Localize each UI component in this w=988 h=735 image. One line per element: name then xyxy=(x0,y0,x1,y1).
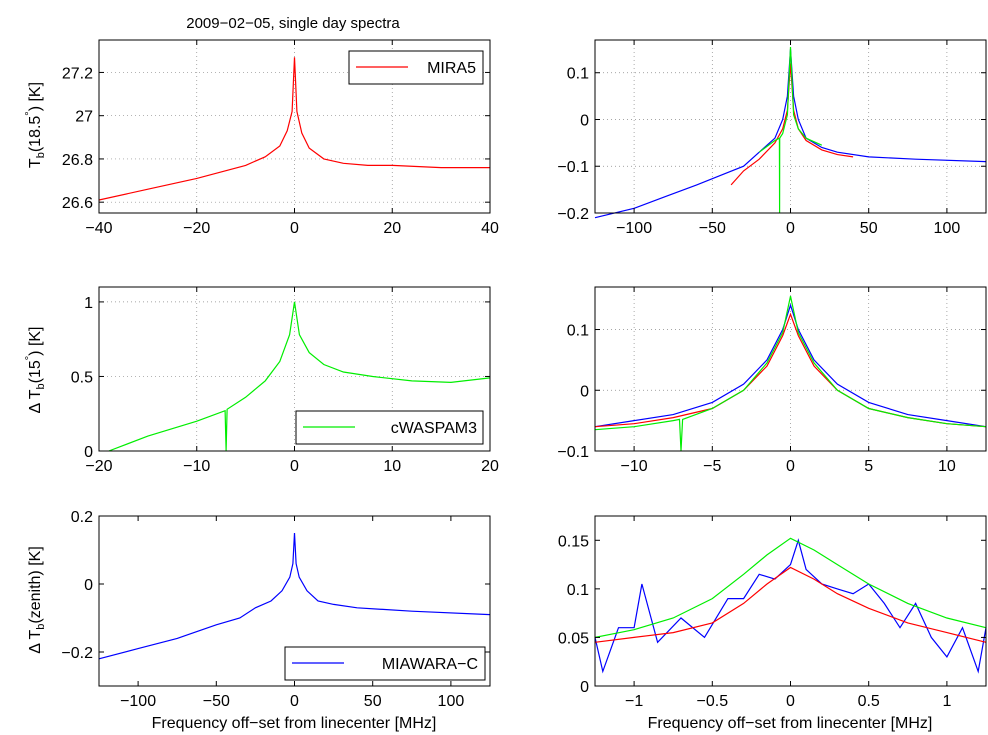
y-tick-label: 26.6 xyxy=(62,195,93,212)
y-tick-label: 0 xyxy=(580,112,589,129)
ylabel-panel3: Δ Tb(15°) [K] xyxy=(24,326,47,413)
x-tick-label: −0.5 xyxy=(697,693,729,710)
series-line-mira5 xyxy=(730,63,854,186)
legend-mira5: MIRA5 xyxy=(348,50,484,85)
y-tick-label: 27.2 xyxy=(62,65,93,82)
x-tick-label: −5 xyxy=(703,458,721,475)
xlabel-right: Frequency off−set from linecenter [MHz] xyxy=(648,715,933,732)
x-tick-label: −20 xyxy=(183,220,210,237)
y-tick-label: 0 xyxy=(580,679,589,696)
x-tick-label: 0.5 xyxy=(858,693,880,710)
x-tick-label: −100 xyxy=(120,693,156,710)
panel-overlay-wide: −100 −50 0 50 100 −0.2 −0.1 0 0.1 xyxy=(557,39,987,237)
panel-overlay-zoom: −1 −0.5 0 0.5 1 0 0.05 0.1 0.15 xyxy=(558,515,987,710)
x-tick-label: −100 xyxy=(616,220,652,237)
legend-label-cwaspam3: cWASPAM3 xyxy=(391,420,477,437)
x-tick-label: 50 xyxy=(860,220,878,237)
x-tick-label: 0 xyxy=(290,458,299,475)
y-tick-label: 0 xyxy=(84,444,93,461)
x-tick-label: 50 xyxy=(364,693,382,710)
ylabel-panel5: Δ Tb(zenith) [K] xyxy=(27,546,47,654)
legend-miawara: MIAWARA−C xyxy=(284,646,486,681)
x-tick-label: 0 xyxy=(290,693,299,710)
y-tick-label: 0.1 xyxy=(567,582,589,599)
panel-overlay-mid: −10 −5 0 5 10 −0.1 0 0.1 xyxy=(557,286,987,475)
ylabel-panel1: Tb(18.5°) [K] xyxy=(24,82,47,168)
series-line-miawara-c xyxy=(594,303,987,428)
y-tick-label: −0.1 xyxy=(557,159,589,176)
y-tick-label: −0.2 xyxy=(61,645,93,662)
y-tick-label: 26.8 xyxy=(62,152,93,169)
series-line-mira5 xyxy=(98,57,490,201)
x-tick-label: 20 xyxy=(383,220,401,237)
legend-label-mira5: MIRA5 xyxy=(427,60,476,77)
y-tick-label: 0.1 xyxy=(567,323,589,340)
x-tick-label: 100 xyxy=(438,693,465,710)
series-line-miawara-c xyxy=(98,532,491,660)
x-tick-label: 0 xyxy=(786,220,795,237)
y-tick-label: −0.2 xyxy=(557,206,589,223)
x-tick-label: 0 xyxy=(786,458,795,475)
series-line-miawara-c xyxy=(594,49,987,219)
y-tick-label: −0.1 xyxy=(557,444,589,461)
x-tick-label: −1 xyxy=(625,693,643,710)
series-line-cwaspam3 xyxy=(594,295,987,452)
x-tick-label: −50 xyxy=(699,220,726,237)
x-tick-label: −10 xyxy=(621,458,648,475)
y-tick-label: 0.15 xyxy=(558,533,589,550)
series-line-cwaspam3 xyxy=(758,46,823,214)
xlabel-left: Frequency off−set from linecenter [MHz] xyxy=(152,715,437,732)
series-line-miawara-c xyxy=(594,538,987,674)
legend-cwaspam3: cWASPAM3 xyxy=(295,410,484,445)
y-tick-label: 27 xyxy=(75,109,93,126)
y-tick-label: 0.2 xyxy=(71,509,93,526)
x-tick-label: −50 xyxy=(203,693,230,710)
y-tick-label: 0.1 xyxy=(567,66,589,83)
x-tick-label: 0 xyxy=(786,693,795,710)
x-tick-label: −20 xyxy=(85,458,112,475)
x-tick-label: 40 xyxy=(481,220,499,237)
y-tick-label: 0 xyxy=(580,383,589,400)
x-tick-label: 5 xyxy=(864,458,873,475)
y-tick-label: 1 xyxy=(84,295,93,312)
x-tick-label: 1 xyxy=(942,693,951,710)
x-tick-label: −10 xyxy=(183,458,210,475)
series-line-mira5 xyxy=(594,566,987,643)
x-tick-label: 10 xyxy=(383,458,401,475)
x-tick-label: 0 xyxy=(290,220,299,237)
x-tick-label: −40 xyxy=(85,220,112,237)
y-tick-label: 0.5 xyxy=(71,369,93,386)
x-tick-label: 20 xyxy=(481,458,499,475)
y-tick-label: 0 xyxy=(84,577,93,594)
figure-title: 2009−02−05, single day spectra xyxy=(186,15,400,32)
series-line-cwaspam3 xyxy=(594,537,987,638)
plot-area xyxy=(595,516,986,686)
legend-label-miawara: MIAWARA−C xyxy=(382,656,478,673)
x-tick-label: 10 xyxy=(938,458,956,475)
series-line-cwaspam3 xyxy=(108,301,491,452)
x-tick-label: 100 xyxy=(934,220,961,237)
y-tick-label: 0.05 xyxy=(558,630,589,647)
panel-cwaspam3-spectrum: −20 −10 0 10 20 0 0.5 1 xyxy=(71,286,499,475)
